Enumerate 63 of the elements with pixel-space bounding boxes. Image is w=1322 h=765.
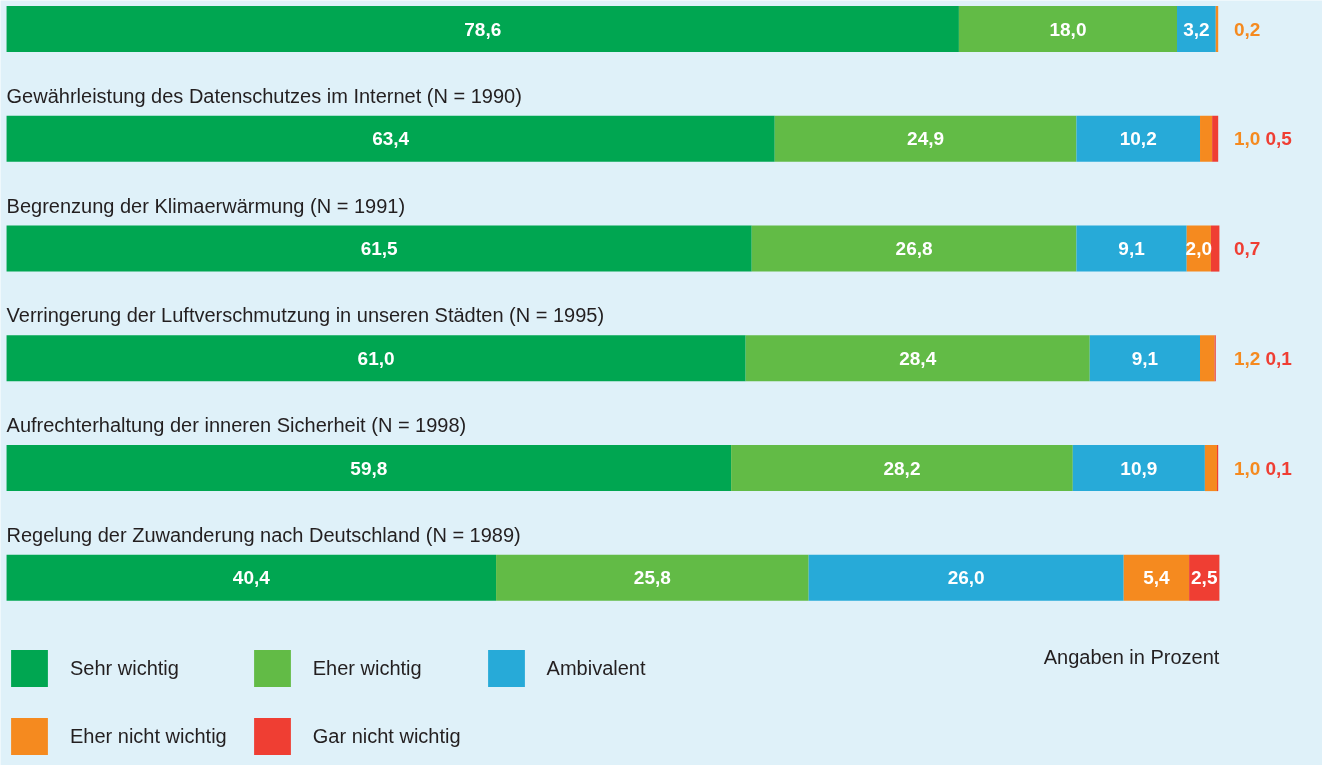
legend-label: Eher nicht wichtig — [70, 724, 227, 748]
bar — [6, 5, 959, 53]
data-label: 78,6 — [464, 18, 502, 40]
data-label: 5,4 — [1143, 567, 1171, 589]
data-label: 0,7 — [1233, 238, 1261, 260]
data-label: 1,0 — [1233, 128, 1261, 150]
bar — [751, 225, 1077, 272]
bar — [1177, 5, 1216, 53]
legend-label: Ambivalent — [546, 656, 647, 680]
data-label: 59,8 — [350, 457, 388, 479]
legend-label: Gar nicht wichtig — [312, 724, 461, 748]
data-label: 0,5 — [1265, 128, 1293, 150]
data-label: 2,5 — [1191, 567, 1218, 589]
data-label: 28,2 — [883, 457, 921, 479]
bar — [1212, 115, 1219, 162]
bar — [6, 115, 775, 162]
data-label: 3,2 — [1183, 18, 1210, 40]
data-label: 0,2 — [1233, 18, 1261, 40]
data-label: 1,0 — [1233, 457, 1261, 479]
bar — [6, 445, 732, 492]
data-label: 10,9 — [1120, 457, 1158, 479]
data-label: 10,2 — [1119, 128, 1157, 150]
y-tick-label: Begrenzung der Klimaerwärmung (N = 1991) — [6, 194, 406, 217]
bar — [1076, 115, 1201, 162]
data-label: 40,4 — [232, 567, 271, 589]
legend-label: Eher wichtig — [312, 656, 423, 680]
text: Angaben in Prozent — [1043, 645, 1220, 668]
data-label: 18,0 — [1049, 18, 1087, 40]
bar — [958, 5, 1177, 53]
bar — [745, 335, 1090, 382]
data-label: 1,2 — [1233, 347, 1261, 369]
bar — [1123, 554, 1190, 601]
bar — [774, 115, 1077, 162]
data-label: 28,4 — [899, 347, 937, 369]
legend-label: Sehr wichtig — [70, 656, 180, 680]
data-label: 63,4 — [372, 128, 410, 150]
bar — [496, 554, 809, 601]
data-label: 24,9 — [907, 128, 945, 150]
y-tick-label: Regelung der Zuwanderung nach Deutschland (N = 1989) — [6, 523, 521, 546]
bar — [1200, 335, 1215, 382]
bar — [6, 335, 746, 382]
bar — [6, 225, 752, 272]
y-tick-label: Verringerung der Luftverschmutzung in unseren Städten (N = 1995) — [6, 304, 605, 327]
bar — [1072, 445, 1205, 492]
bar — [1204, 445, 1217, 492]
data-label: 9,1 — [1131, 347, 1159, 369]
bar — [6, 554, 497, 601]
data-label: 25,8 — [633, 567, 671, 589]
bar — [1200, 115, 1213, 162]
data-label: 26,8 — [895, 238, 933, 260]
data-label: 61,0 — [357, 347, 395, 369]
bar — [1076, 225, 1187, 272]
bar — [731, 445, 1073, 492]
data-label: 0,1 — [1265, 347, 1293, 369]
bar — [808, 554, 1124, 601]
bar — [1089, 335, 1201, 382]
data-label: 0,1 — [1265, 457, 1293, 479]
y-tick-label: Aufrechterhaltung der inneren Sicherheit (N = 1998) — [6, 414, 467, 437]
data-label: 61,5 — [360, 238, 399, 260]
data-label: 26,0 — [947, 567, 985, 589]
data-label: 9,1 — [1118, 238, 1146, 260]
bar — [1210, 225, 1220, 272]
y-tick-label: Gewährleistung des Datenschutzes im Internet (N = 1990) — [6, 84, 522, 107]
